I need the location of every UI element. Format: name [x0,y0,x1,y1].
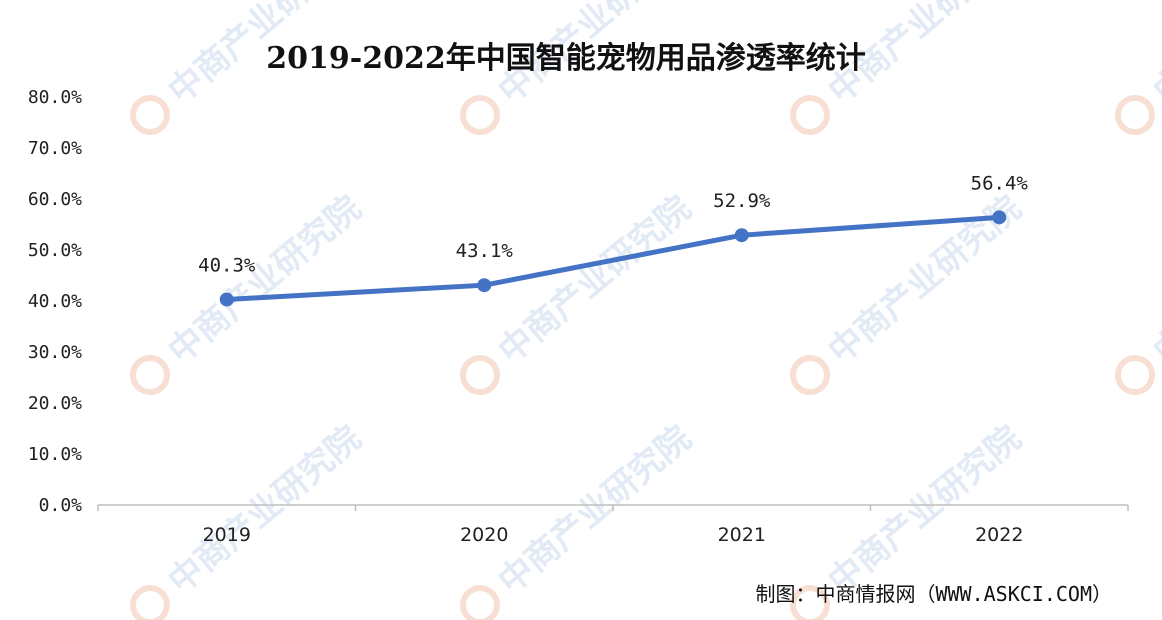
watermark-text: 中商产业研究院 [161,418,369,602]
source-note: 制图：中商情报网（WWW.ASKCI.COM） [755,582,1112,606]
watermark-logo-icon [1115,355,1155,395]
y-tick-label: 70.0% [28,138,82,159]
x-tick-label: 2022 [975,524,1023,546]
data-point [477,278,492,293]
watermark-logo-icon [130,95,170,135]
watermark-7: 中商产业研究院 [1115,188,1162,395]
watermark-3: 中商产业研究院 [1115,0,1162,135]
watermark-text: 中商产业研究院 [1146,0,1162,112]
y-tick-label: 0.0% [39,495,83,516]
watermark-text: 中商产业研究院 [821,418,1029,602]
y-tick-label: 10.0% [28,444,82,465]
watermark-text: 中商产业研究院 [161,188,369,372]
watermark-text: 中商产业研究院 [491,418,699,602]
chart-title: 2019-2022年中国智能宠物用品渗透率统计 [266,41,865,76]
watermark-logo-icon [460,95,500,135]
x-tick-label: 2019 [203,524,251,546]
watermark-9: 中商产业研究院 [460,418,699,620]
y-tick-label: 40.0% [28,291,82,312]
data-label: 52.9% [713,190,771,212]
watermark-logo-icon [1115,95,1155,135]
data-label: 56.4% [971,172,1029,194]
watermark-5: 中商产业研究院 [460,188,699,395]
series-line [224,214,1002,302]
data-label: 40.3% [198,254,256,276]
y-tick-label: 50.0% [28,240,82,261]
watermark-logo-icon [130,585,170,620]
y-tick-label: 30.0% [28,342,82,363]
data-labels: 40.3% 43.1% 52.9% 56.4% [198,172,1028,276]
data-label: 43.1% [456,240,514,262]
y-tick-label: 20.0% [28,393,82,414]
data-point [219,292,234,307]
data-point [734,228,749,243]
watermark-logo-icon [790,355,830,395]
y-tick-label: 60.0% [28,189,82,210]
watermark-logo-icon [460,585,500,620]
watermark-8: 中商产业研究院 [130,418,369,620]
watermark-text: 中商产业研究院 [1146,188,1162,372]
y-tick-label: 80.0% [28,87,82,108]
y-axis: 0.0% 10.0% 20.0% 30.0% 40.0% 50.0% 60.0% 70.0% 8… [28,87,82,516]
watermark-logo-icon [790,95,830,135]
x-axis: 2019 2020 2021 2022 [97,505,1129,546]
data-point [992,210,1007,225]
watermark-logo-icon [460,355,500,395]
watermark-logo-icon [790,585,830,620]
x-tick-label: 2020 [460,524,508,546]
watermark-logo-icon [130,355,170,395]
data-points [219,210,1007,307]
x-tick-label: 2021 [718,524,766,546]
